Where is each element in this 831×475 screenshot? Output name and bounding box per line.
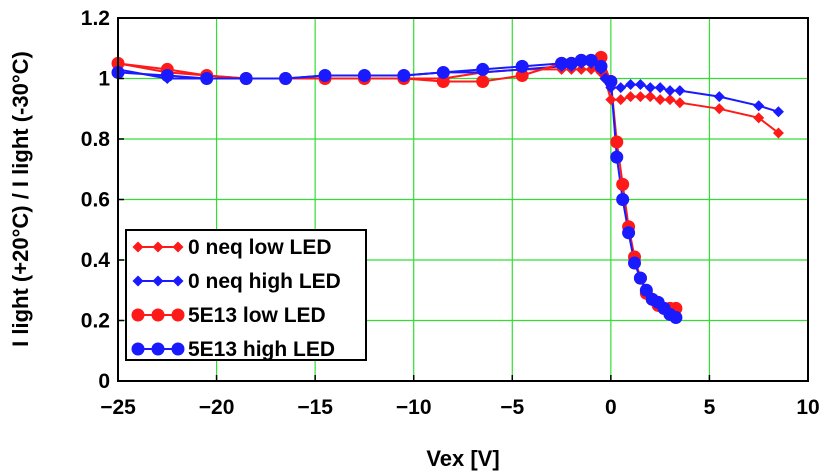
data-point-5e13-low-led [476,75,490,89]
legend-marker [151,308,165,322]
x-tick-label: −5 [500,396,524,419]
y-tick-label: 0 [98,370,110,393]
data-point-0-neq-high-led [615,82,627,94]
data-point-0-neq-low-led [772,127,784,139]
data-point-0-neq-high-led [654,82,666,94]
data-point-0-neq-low-led [753,112,765,124]
series-markers [111,50,784,324]
data-point-0-neq-high-led [664,85,676,97]
series-points-5e13-high-led [111,53,683,324]
y-tick-label: 0.6 [81,189,110,212]
data-point-5e13-high-led [397,68,411,82]
data-point-5e13-high-led [357,68,371,82]
legend-marker [152,241,164,253]
legend: 0 neq low LED 0 neq high LED 5E13 low LED 5… [125,229,367,361]
data-point-0-neq-low-led [615,94,627,106]
data-point-5e13-high-led [610,150,624,164]
data-point-0-neq-low-led [575,63,587,75]
data-point-5e13-low-led [610,135,624,149]
legend-item-5e13-low-led: 5E13 low LED [131,304,326,327]
data-point-5e13-high-led [160,68,174,82]
data-point-0-neq-low-led [713,103,725,115]
data-point-0-neq-low-led [674,97,686,109]
y-tick-label: 1 [98,68,110,91]
legend-marker [131,342,145,356]
data-point-5e13-high-led [622,226,636,240]
data-point-0-neq-low-led [654,94,666,106]
legend-marker [171,308,185,322]
x-tick-label: −10 [396,396,432,419]
data-point-5e13-high-led [616,193,630,206]
data-point-0-neq-high-led [753,100,765,112]
data-point-5e13-low-led [616,177,630,191]
data-point-5e13-high-led [669,310,683,324]
x-tick-labels: −25 −20 −15 −10 −5 0 5 10 [100,396,819,419]
x-axis-title: Vex [V] [426,446,499,471]
data-point-0-neq-high-led [772,106,784,118]
data-point-0-neq-high-led [625,79,637,91]
y-tick-labels: 0 0.2 0.4 0.6 0.8 1 1.2 [81,7,111,393]
x-tick-label: −20 [199,396,235,419]
data-point-0-neq-low-led [605,94,617,106]
legend-marker [172,241,184,253]
data-point-5e13-low-led [436,75,450,89]
legend-label: 5E13 high LED [188,338,335,361]
data-point-5e13-high-led [584,53,598,67]
x-tick-label: −25 [100,396,136,419]
data-point-5e13-high-led [555,56,569,70]
data-point-0-neq-high-led [644,82,656,94]
legend-marker [171,342,185,356]
data-point-0-neq-high-led [713,91,725,103]
data-point-5e13-high-led [200,72,214,85]
data-point-5e13-high-led [633,271,647,285]
x-tick-label: 0 [605,396,617,419]
data-point-5e13-high-led [436,65,450,79]
data-point-0-neq-low-led [625,91,637,103]
legend-item-0-neq-high-led: 0 neq high LED [132,270,341,293]
x-tick-label: −15 [297,396,333,419]
y-tick-label: 1.2 [81,7,110,30]
data-point-0-neq-high-led [674,85,686,97]
data-point-5e13-high-led [604,75,618,89]
legend-item-5e13-high-led: 5E13 high LED [131,338,335,361]
data-point-5e13-high-led [574,53,588,67]
y-tick-label: 0.2 [81,310,110,333]
data-point-5e13-high-led [239,72,253,85]
legend-marker [131,308,145,322]
legend-label: 5E13 low LED [188,304,326,327]
legend-label: 0 neq low LED [188,236,332,259]
data-point-5e13-low-led [515,68,529,82]
legend-marker [132,241,144,253]
data-point-5e13-low-led [594,50,608,64]
data-point-0-neq-low-led [664,94,676,106]
data-point-5e13-high-led [628,256,642,270]
data-point-0-neq-low-led [585,63,597,75]
data-point-5e13-high-led [476,62,490,76]
data-point-0-neq-high-led [634,79,646,91]
data-point-0-neq-low-led [644,91,656,103]
data-point-5e13-high-led [318,68,332,82]
legend-marker [172,275,184,287]
x-tick-label: 5 [704,396,716,419]
data-point-5e13-high-led [279,72,293,85]
data-point-5e13-high-led [594,59,608,73]
x-tick-label: 10 [796,396,819,419]
data-point-5e13-high-led [564,56,578,70]
legend-marker [151,342,165,356]
y-axis-title: I light (+20°C) / I light (-30°C) [8,51,33,347]
legend-item-0-neq-low-led: 0 neq low LED [132,236,332,259]
data-point-5e13-high-led [515,59,529,73]
legend-marker [152,275,164,287]
axis-ticks [117,17,809,382]
y-tick-label: 0.8 [81,128,111,151]
y-tick-label: 0.4 [81,249,111,272]
data-point-0-neq-low-led [634,91,646,103]
legend-label: 0 neq high LED [188,270,341,293]
legend-box [125,229,367,361]
legend-marker [132,275,144,287]
